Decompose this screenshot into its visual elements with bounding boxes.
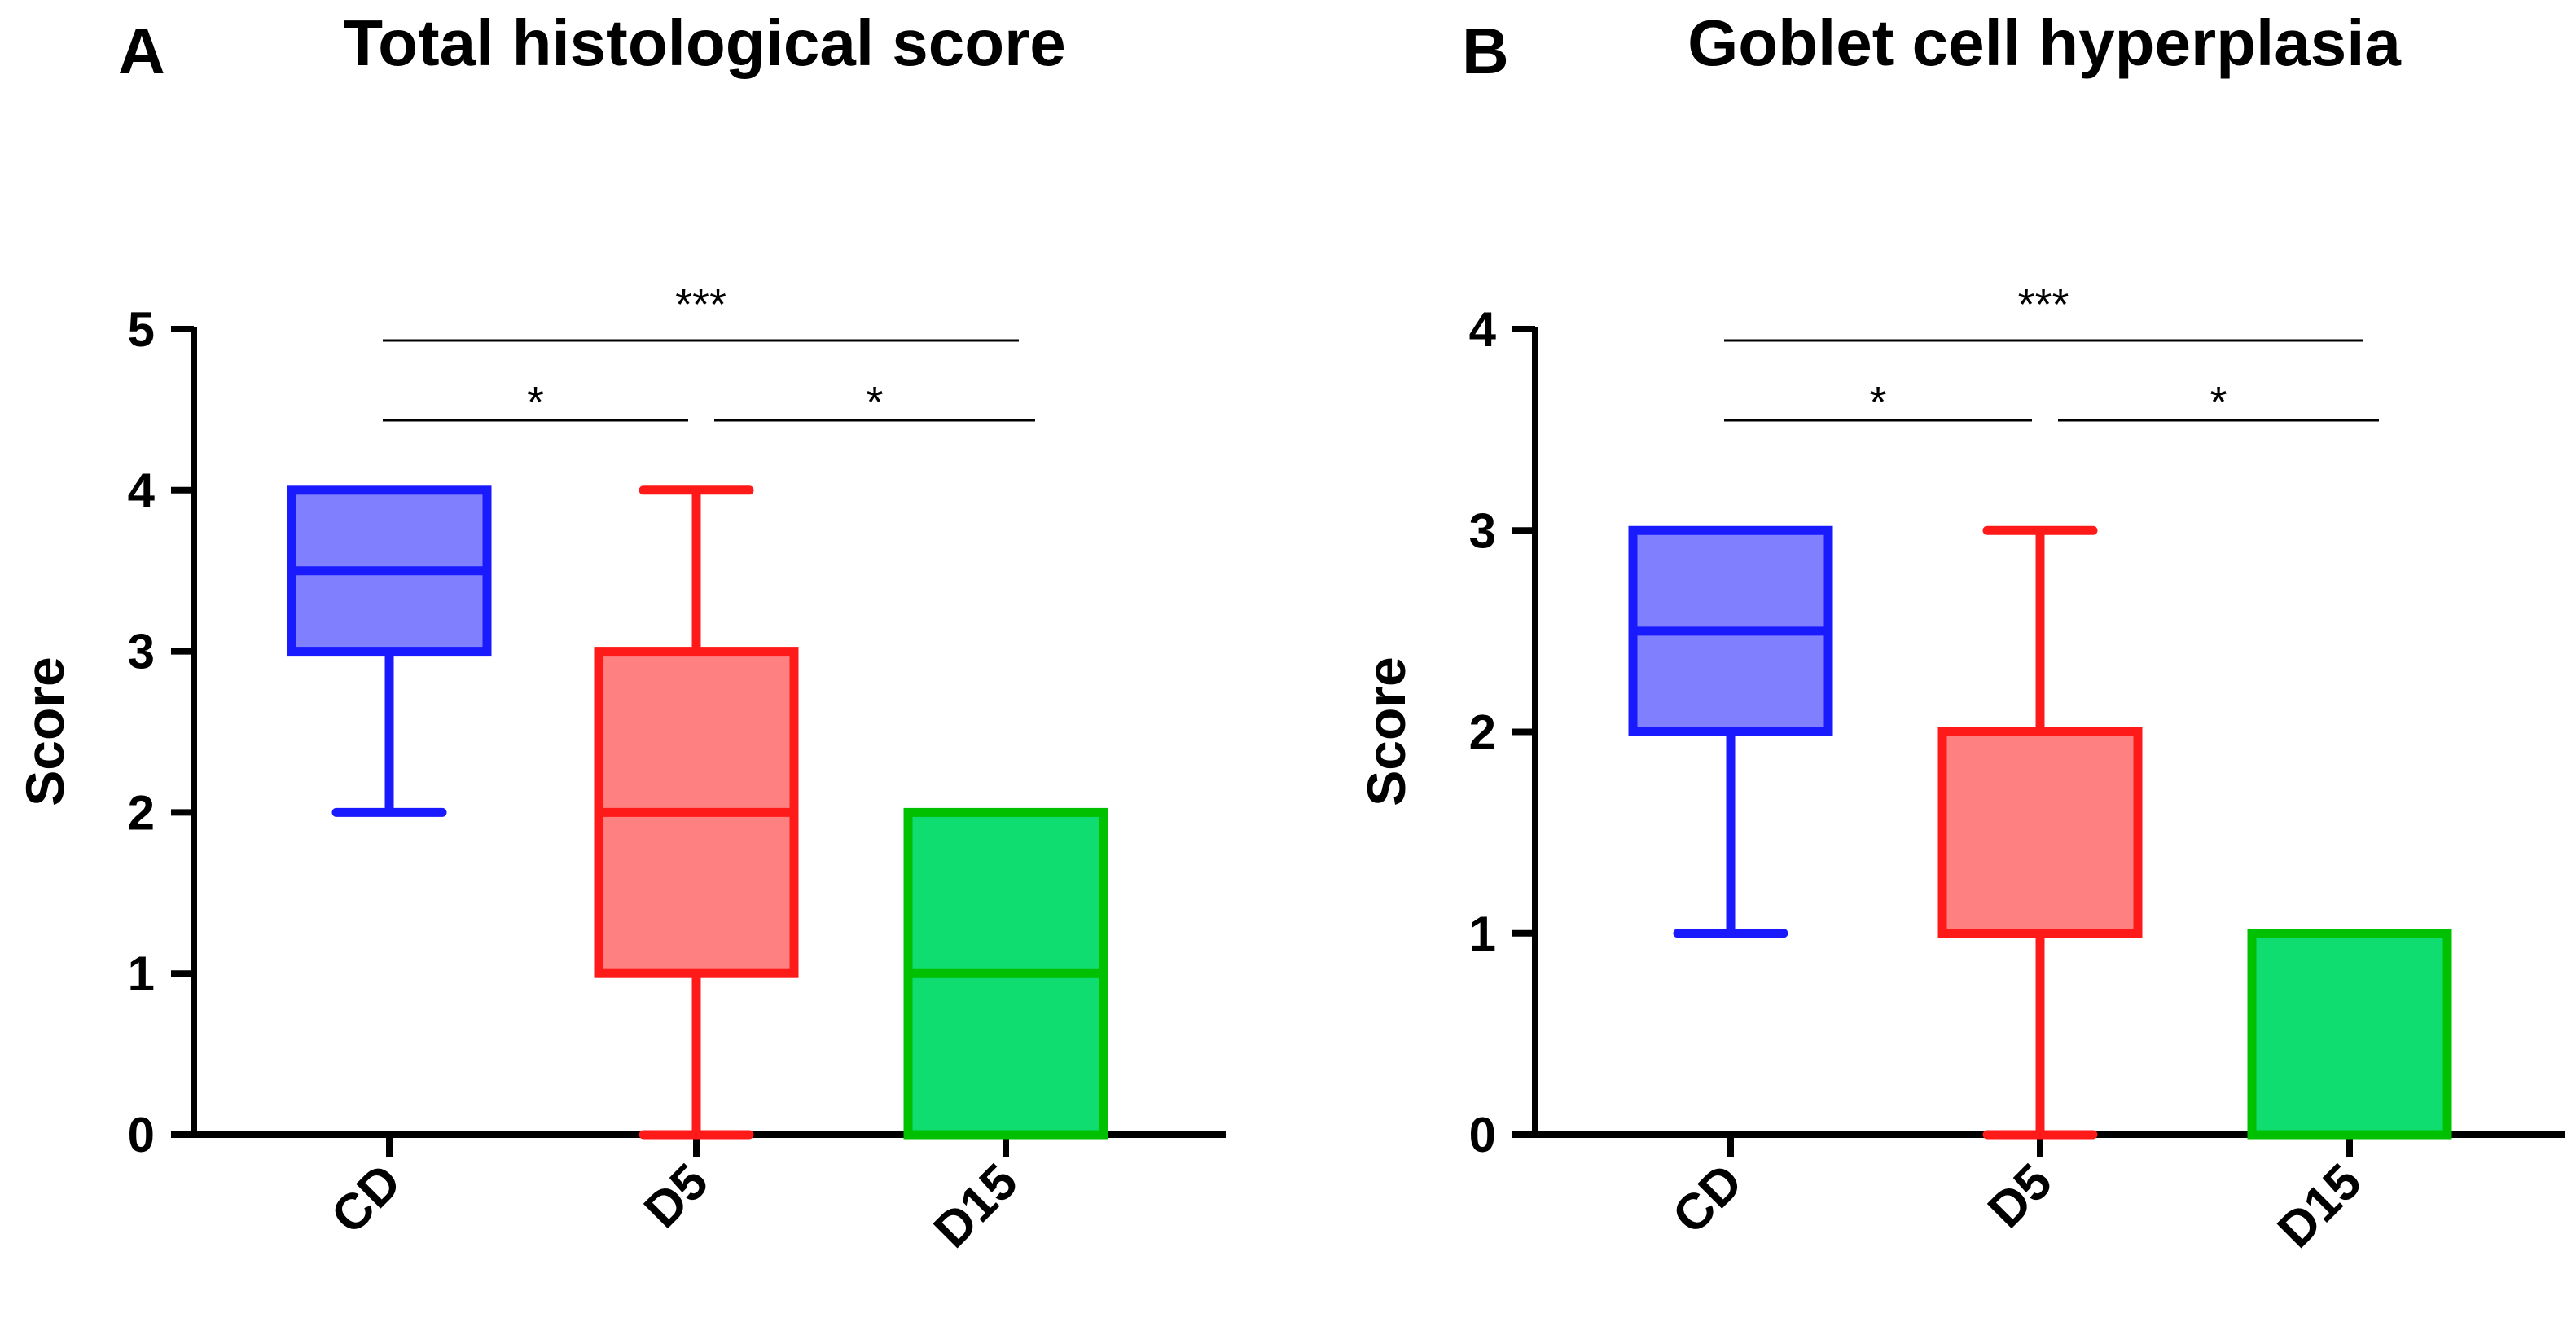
box-d5 xyxy=(594,485,799,1140)
y-tick-label: 3 xyxy=(1469,503,1496,558)
x-tick-label: D5 xyxy=(1977,1153,2063,1239)
box-iqr xyxy=(2247,929,2452,1140)
y-axis-title: Score xyxy=(1356,657,1416,806)
significance-label: * xyxy=(527,378,544,427)
chart-title: Goblet cell hyperplasia xyxy=(1687,7,2401,79)
box-d15 xyxy=(903,807,1108,1140)
y-tick-label: 0 xyxy=(128,1108,155,1162)
y-tick-label: 4 xyxy=(1469,302,1497,357)
panel-letter: A xyxy=(118,15,165,87)
y-tick-label: 1 xyxy=(1469,907,1496,961)
x-tick-label: D5 xyxy=(634,1153,719,1239)
panel-b: B Goblet cell hyperplasia Score 0 1 2 3 4 CD D… xyxy=(1356,7,2565,1258)
significance-label: * xyxy=(866,378,883,427)
y-tick-label: 3 xyxy=(128,625,155,679)
significance-label: * xyxy=(2210,378,2227,427)
y-tick-label: 2 xyxy=(128,785,155,840)
box-iqr xyxy=(1937,727,2143,938)
x-tick-label: CD xyxy=(1662,1153,1753,1245)
y-tick-label: 5 xyxy=(128,302,155,357)
chart-title: Total histological score xyxy=(343,7,1066,79)
significance-label: * xyxy=(1869,378,1886,427)
box-cd xyxy=(287,485,492,817)
y-tick-label: 2 xyxy=(1469,705,1496,760)
y-tick-label: 0 xyxy=(1469,1108,1496,1162)
x-tick-label: D15 xyxy=(924,1153,1029,1258)
y-tick-label: 4 xyxy=(128,463,156,518)
y-tick-label: 1 xyxy=(128,946,155,1001)
box-d15 xyxy=(2247,929,2452,1140)
y-axis-title: Score xyxy=(15,657,75,806)
box-d5 xyxy=(1937,525,2143,1140)
box-cd xyxy=(1628,525,1833,938)
x-tick-label: D15 xyxy=(2267,1153,2372,1258)
panel-letter: B xyxy=(1462,15,1509,87)
significance-label: *** xyxy=(2017,280,2069,329)
x-tick-label: CD xyxy=(321,1153,412,1245)
significance-label: *** xyxy=(675,280,726,329)
panel-a: A Total histological score Score 0 1 2 3 4 5 C… xyxy=(15,7,1226,1258)
